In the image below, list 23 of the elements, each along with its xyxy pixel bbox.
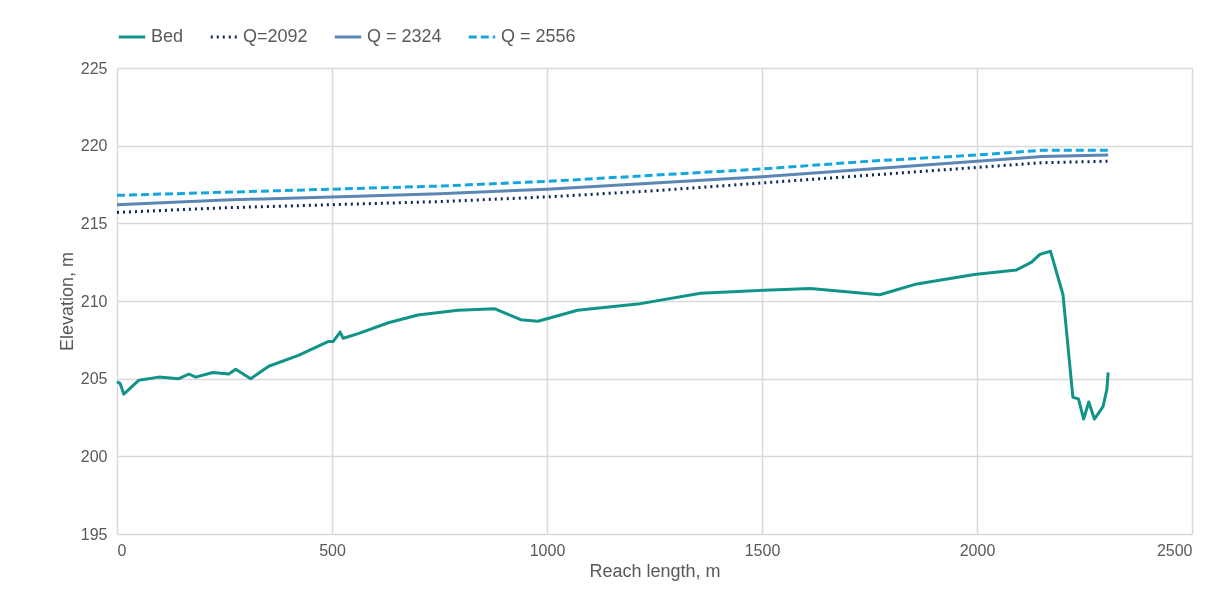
y-tick-label: 225 [80,59,108,77]
x-tick-label: 2000 [959,541,996,559]
line-series [115,249,1110,421]
y-tick-label: 210 [80,292,108,310]
y-tick-label: 205 [80,370,108,388]
line-series [115,148,1110,197]
legend-label: Q = 2324 [367,26,442,46]
x-tick-label: 1000 [529,541,566,559]
x-tick-label: 2500 [1156,541,1193,559]
legend-label: Q=2092 [243,26,308,46]
x-axis-title: Reach length, m [589,560,721,581]
x-tick-label: 0 [117,541,127,559]
y-axis-title: Elevation, m [56,251,77,352]
y-tick-label: 200 [80,447,108,465]
line-series [115,159,1110,214]
x-tick-label: 1500 [744,541,781,559]
y-tick-label: 220 [80,137,108,155]
legend-label: Q = 2556 [501,26,576,46]
line-series [115,153,1110,207]
y-tick-label: 215 [80,214,108,232]
y-tick-label: 195 [80,525,108,543]
legend-label: Bed [151,26,184,46]
x-tick-label: 500 [319,541,346,559]
